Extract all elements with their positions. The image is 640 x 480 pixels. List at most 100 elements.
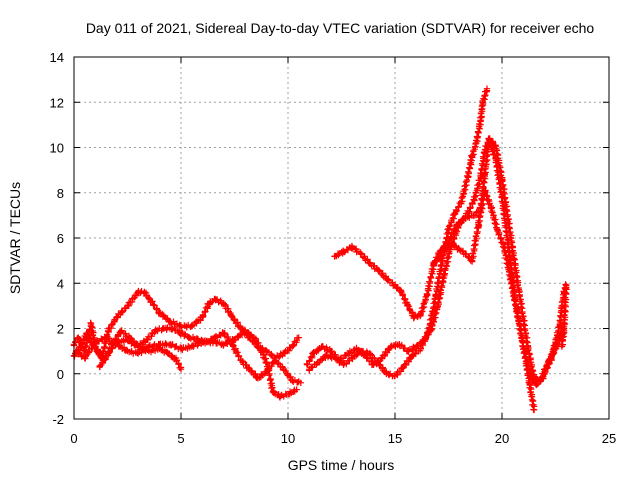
- data-point: [135, 343, 142, 350]
- data-point: [220, 300, 227, 307]
- data-point: [252, 336, 260, 343]
- x-tick-label: 10: [281, 431, 295, 446]
- data-point: [520, 343, 527, 350]
- data-point: [87, 320, 95, 328]
- data-point: [558, 343, 566, 350]
- data-point: [477, 173, 484, 181]
- x-tick-label: 5: [177, 431, 184, 446]
- data-point: [220, 341, 227, 348]
- data-point: [481, 92, 489, 99]
- y-tick-label: 0: [57, 367, 64, 382]
- x-tick-label: 20: [495, 431, 509, 446]
- data-point: [81, 354, 88, 362]
- data-point: [135, 289, 142, 296]
- data-point: [383, 370, 390, 377]
- data-point: [152, 327, 159, 334]
- data-point: [488, 205, 495, 212]
- data-point: [160, 325, 168, 332]
- x-tick-label: 0: [70, 431, 77, 446]
- data-point: [498, 176, 506, 183]
- data-point: [507, 232, 514, 239]
- data-point: [242, 327, 249, 334]
- data-point: [199, 314, 206, 321]
- data-point: [156, 309, 163, 316]
- data-point: [310, 350, 317, 357]
- data-point: [117, 327, 125, 334]
- y-tick-label: 4: [57, 276, 64, 291]
- data-point: [366, 259, 373, 267]
- data-point: [77, 343, 84, 350]
- data-point: [344, 350, 352, 357]
- data-point: [449, 241, 456, 248]
- data-point: [75, 334, 82, 341]
- data-point: [167, 341, 174, 348]
- data-point: [398, 289, 405, 296]
- data-point: [477, 117, 484, 124]
- data-point: [492, 142, 499, 149]
- data-point: [349, 243, 356, 251]
- data-point: [494, 228, 501, 235]
- data-point: [471, 212, 478, 219]
- data-point: [124, 336, 131, 343]
- data-point: [387, 343, 394, 350]
- data-point: [391, 282, 399, 289]
- data-point: [199, 338, 206, 346]
- data-point: [451, 209, 459, 217]
- x-axis-label: GPS time / hours: [288, 457, 395, 473]
- data-point: [319, 343, 326, 350]
- data-point: [379, 354, 386, 362]
- data-point: [83, 329, 90, 337]
- data-point: [289, 343, 296, 350]
- data-point: [269, 388, 277, 396]
- series-trace-6: [331, 135, 568, 385]
- data-point: [462, 214, 469, 221]
- chart-title: Day 011 of 2021, Sidereal Day-to-day VTE…: [86, 20, 595, 36]
- data-point: [237, 357, 245, 364]
- data-point: [124, 347, 131, 355]
- data-point: [323, 352, 330, 359]
- data-point: [400, 363, 407, 371]
- data-point: [102, 334, 110, 341]
- data-point: [370, 361, 377, 368]
- data-point: [552, 338, 559, 346]
- data-point: [456, 246, 463, 253]
- data-point: [143, 336, 150, 343]
- data-point: [306, 366, 313, 373]
- data-point: [340, 361, 347, 368]
- data-point: [560, 289, 568, 296]
- x-tick-label: 25: [602, 431, 616, 446]
- data-point: [276, 393, 283, 400]
- series-trace-9: [548, 281, 570, 364]
- data-point: [141, 289, 148, 296]
- data-point: [426, 325, 433, 332]
- data-point: [374, 359, 382, 366]
- data-point: [220, 329, 227, 337]
- data-point: [558, 302, 566, 310]
- data-point: [169, 325, 176, 332]
- data-point: [331, 354, 339, 362]
- data-point: [462, 250, 469, 257]
- data-point: [284, 390, 292, 398]
- data-point: [548, 357, 555, 364]
- data-point: [293, 386, 300, 393]
- data-point: [177, 366, 185, 373]
- data-point: [411, 314, 418, 321]
- data-point: [374, 266, 382, 273]
- data-point: [473, 139, 480, 147]
- y-tick-label: 10: [50, 141, 64, 156]
- data-points: [70, 85, 570, 414]
- data-point: [177, 329, 185, 337]
- data-point: [105, 350, 112, 357]
- data-point: [404, 347, 411, 355]
- x-tick-labels: 0 5 10 15 20 25: [70, 431, 616, 446]
- data-point: [295, 334, 302, 341]
- x-tick-label: 15: [388, 431, 402, 446]
- data-point: [500, 243, 508, 251]
- y-tick-label: 6: [57, 231, 64, 246]
- data-point: [297, 379, 304, 386]
- y-tick-label: 2: [57, 322, 64, 337]
- data-point: [417, 345, 424, 353]
- data-point: [147, 298, 155, 305]
- data-point: [436, 255, 444, 262]
